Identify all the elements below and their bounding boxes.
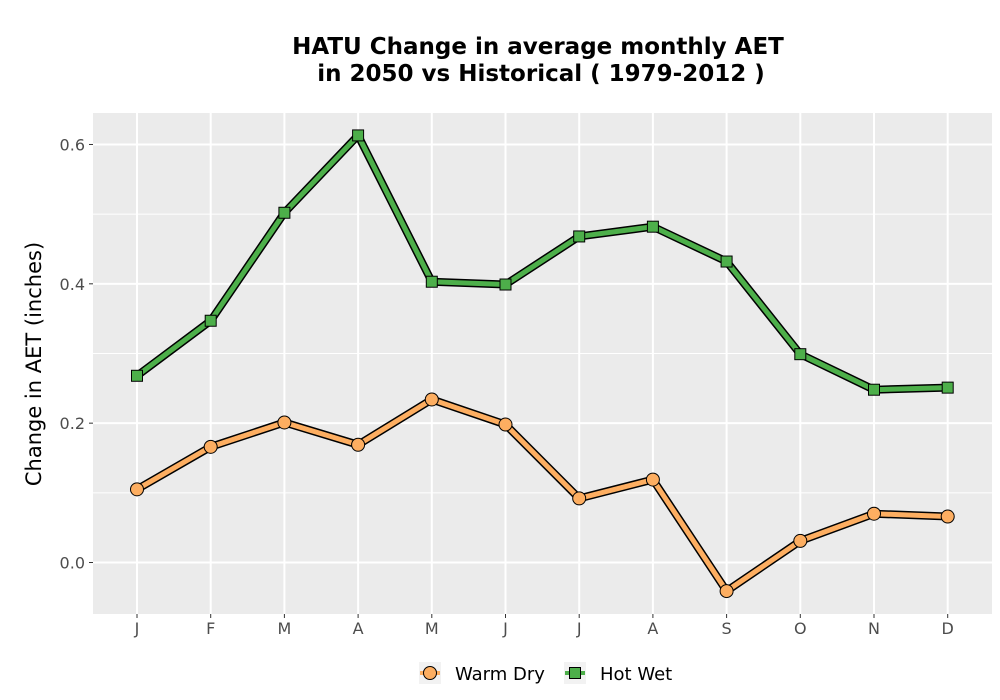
data-point: [719, 584, 734, 599]
x-tick-label: N: [868, 619, 880, 638]
data-point: [941, 381, 954, 394]
data-point: [940, 509, 955, 524]
series-line: [134, 396, 951, 594]
x-tick-label: A: [353, 619, 364, 638]
data-point: [131, 369, 143, 382]
x-tick-label: J: [134, 619, 140, 638]
data-point: [646, 220, 659, 233]
data-series: [130, 129, 955, 599]
data-point: [572, 491, 587, 506]
y-tick-label: 0.0: [60, 554, 85, 573]
data-point: [130, 482, 144, 497]
data-point: [204, 314, 217, 327]
y-axis-ticks: 0.0 0.2 0.4 0.6: [60, 135, 93, 573]
data-point: [424, 392, 439, 407]
legend: Warm Dry Hot Wet: [419, 662, 672, 685]
plot-panel: [93, 113, 992, 614]
data-point: [499, 278, 512, 291]
series-line: [134, 132, 951, 393]
chart-title-line-1: HATU Change in average monthly AET: [292, 34, 784, 60]
x-tick-label: D: [942, 619, 954, 638]
grid-lines: [93, 113, 992, 614]
data-point: [351, 437, 366, 452]
x-tick-label: M: [277, 619, 291, 638]
data-point: [720, 255, 733, 268]
data-point: [352, 129, 365, 142]
data-point: [867, 506, 881, 521]
x-tick-label: S: [722, 619, 732, 638]
x-tick-label: J: [502, 619, 508, 638]
x-tick-label: M: [425, 619, 439, 638]
x-tick-label: A: [647, 619, 658, 638]
chart-title-line-2: in 2050 vs Historical ( 1979-2012 ): [317, 61, 764, 87]
data-point: [203, 439, 218, 454]
data-point: [277, 415, 292, 430]
data-point: [498, 417, 513, 432]
legend-item-warm-dry: Warm Dry: [419, 662, 545, 685]
legend-item-hot-wet: Hot Wet: [564, 662, 672, 685]
legend-label: Warm Dry: [455, 664, 545, 685]
x-tick-label: O: [794, 619, 807, 638]
y-tick-label: 0.6: [60, 135, 85, 154]
series-warm-dry: [130, 392, 955, 599]
data-point: [868, 383, 880, 396]
data-point: [645, 472, 660, 487]
series-hot-wet: [131, 129, 954, 396]
data-point: [278, 206, 291, 219]
data-point: [793, 533, 808, 548]
x-tick-label: F: [206, 619, 215, 638]
x-tick-label: J: [576, 619, 582, 638]
data-point: [573, 230, 586, 243]
data-point: [425, 275, 438, 288]
legend-label: Hot Wet: [600, 664, 672, 685]
data-point: [794, 348, 807, 361]
y-tick-label: 0.2: [60, 414, 85, 433]
legend-key-marker: [423, 666, 437, 680]
legend-key-marker: [569, 667, 581, 679]
y-tick-label: 0.4: [60, 275, 85, 294]
y-axis-title: Change in AET (inches): [22, 242, 46, 486]
